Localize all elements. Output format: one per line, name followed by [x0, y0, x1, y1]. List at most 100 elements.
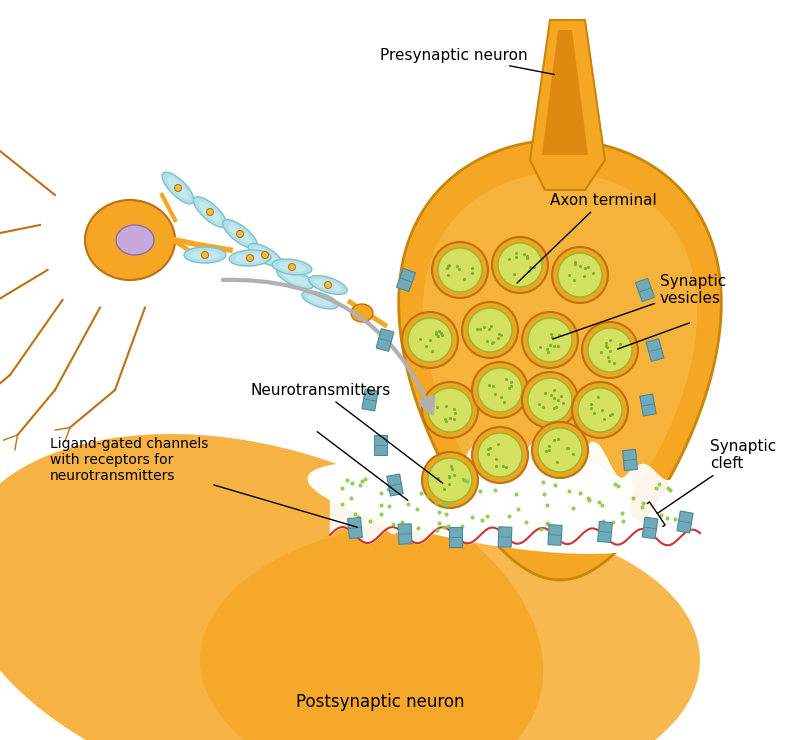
Bar	[677, 511, 693, 533]
Polygon shape	[530, 20, 605, 190]
Ellipse shape	[278, 262, 306, 272]
Bar	[398, 524, 412, 544]
Ellipse shape	[190, 250, 220, 260]
Point	[402, 498, 414, 510]
Circle shape	[422, 452, 478, 508]
FancyArrowPatch shape	[222, 280, 434, 413]
Point	[383, 500, 396, 511]
Ellipse shape	[309, 275, 347, 295]
Ellipse shape	[167, 177, 189, 199]
Point	[374, 508, 387, 519]
Point	[582, 494, 595, 505]
Point	[429, 497, 442, 508]
Bar	[449, 527, 462, 547]
Point	[430, 524, 443, 536]
Point	[540, 517, 553, 528]
Circle shape	[478, 433, 522, 477]
Circle shape	[402, 312, 458, 368]
Text: Ligand-gated channels
with receptors for
neurotransmitters: Ligand-gated channels with receptors for…	[50, 437, 358, 527]
Point	[596, 522, 609, 534]
Point	[364, 516, 377, 528]
Ellipse shape	[202, 252, 209, 258]
Point	[489, 484, 502, 496]
Point	[441, 499, 454, 511]
Point	[596, 500, 609, 511]
Ellipse shape	[85, 200, 175, 280]
Point	[617, 514, 630, 526]
Point	[654, 508, 667, 520]
Point	[537, 477, 550, 488]
Point	[455, 519, 468, 531]
Circle shape	[538, 428, 582, 472]
Point	[354, 480, 366, 491]
Point	[349, 508, 362, 520]
Ellipse shape	[248, 243, 282, 266]
Circle shape	[528, 378, 572, 422]
Bar	[498, 527, 512, 547]
Ellipse shape	[228, 224, 252, 243]
Point	[437, 521, 450, 533]
Circle shape	[522, 372, 578, 428]
Point	[612, 480, 625, 491]
Bar	[640, 394, 656, 416]
Point	[437, 498, 450, 510]
Bar	[397, 269, 415, 292]
Point	[439, 498, 452, 510]
Point	[359, 473, 372, 485]
Ellipse shape	[314, 279, 342, 291]
Point	[466, 511, 478, 523]
Point	[663, 484, 676, 496]
Ellipse shape	[289, 263, 295, 271]
Ellipse shape	[200, 520, 700, 740]
Point	[344, 491, 357, 503]
Bar	[642, 517, 658, 539]
Point	[661, 513, 674, 525]
Circle shape	[478, 368, 522, 412]
Ellipse shape	[194, 197, 226, 227]
Ellipse shape	[325, 281, 331, 289]
Ellipse shape	[162, 172, 194, 204]
Bar	[387, 474, 403, 496]
Bar	[548, 525, 562, 545]
Point	[541, 499, 554, 511]
Ellipse shape	[302, 291, 338, 309]
Point	[351, 511, 364, 523]
Point	[386, 518, 399, 530]
Circle shape	[422, 382, 478, 438]
Point	[342, 520, 355, 532]
Ellipse shape	[307, 462, 653, 554]
Point	[596, 515, 609, 527]
Point	[669, 513, 682, 525]
Point	[502, 510, 515, 522]
Point	[475, 514, 488, 526]
Ellipse shape	[277, 267, 314, 289]
Point	[395, 517, 408, 528]
Point	[562, 485, 575, 497]
Point	[432, 517, 445, 529]
Circle shape	[472, 427, 528, 483]
Point	[411, 522, 424, 534]
Bar	[376, 329, 394, 352]
Ellipse shape	[0, 434, 543, 740]
Point	[442, 520, 454, 532]
Point	[535, 524, 548, 536]
Point	[510, 488, 522, 500]
Point	[511, 503, 524, 515]
Ellipse shape	[246, 255, 254, 261]
Text: Presynaptic neuron: Presynaptic neuron	[380, 47, 554, 75]
Point	[549, 479, 562, 491]
Point	[481, 511, 494, 522]
Ellipse shape	[262, 252, 269, 258]
Bar	[635, 278, 654, 302]
Ellipse shape	[184, 247, 226, 263]
Circle shape	[532, 422, 588, 478]
Circle shape	[468, 308, 512, 352]
Point	[642, 513, 655, 525]
Bar	[348, 517, 362, 539]
Polygon shape	[542, 30, 588, 155]
Circle shape	[408, 318, 452, 362]
Circle shape	[428, 388, 472, 432]
Point	[608, 478, 621, 490]
Ellipse shape	[237, 230, 243, 238]
Text: Postsynaptic neuron: Postsynaptic neuron	[296, 693, 464, 711]
